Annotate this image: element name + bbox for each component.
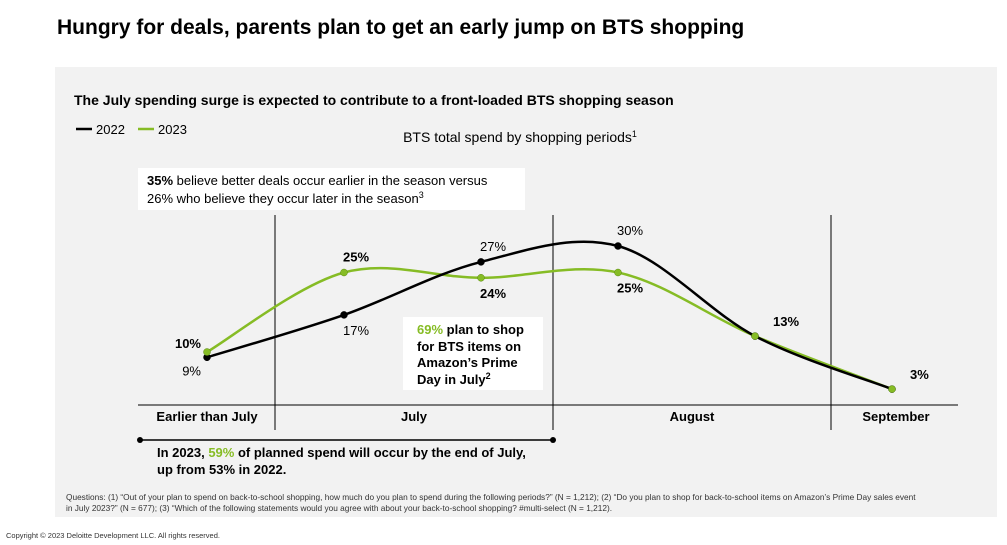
callout-text: 69% plan to shop for BTS items on Amazon… bbox=[417, 322, 528, 387]
subtitle: The July spending surge is expected to c… bbox=[74, 92, 674, 108]
period-label: Earlier than July bbox=[156, 409, 258, 424]
legend-label: 2022 bbox=[96, 122, 125, 137]
period-label: July bbox=[401, 409, 428, 424]
copyright: Copyright © 2023 Deloitte Development LL… bbox=[6, 531, 220, 540]
callout-box bbox=[138, 168, 525, 210]
footnote: in July 2023?” (N = 677); (3) “Which of … bbox=[66, 503, 612, 513]
series-line bbox=[206, 240, 893, 391]
point bbox=[477, 274, 485, 282]
data-label: 17% bbox=[343, 323, 369, 338]
data-label: 27% bbox=[480, 239, 506, 254]
point bbox=[614, 242, 622, 250]
data-label: 9% bbox=[182, 363, 201, 378]
point bbox=[340, 311, 348, 319]
callout-text: In 2023, 59% of planned spend will occur… bbox=[157, 445, 530, 477]
data-label: 3% bbox=[910, 367, 929, 382]
data-label: 24% bbox=[480, 286, 506, 301]
point bbox=[751, 332, 759, 340]
legend-label: 2023 bbox=[158, 122, 187, 137]
bracket-end bbox=[137, 437, 143, 443]
chart-title: BTS total spend by shopping periods1 bbox=[403, 129, 637, 145]
data-label: 25% bbox=[343, 250, 369, 265]
panel bbox=[55, 67, 997, 517]
point bbox=[203, 348, 211, 356]
period-label: September bbox=[862, 409, 929, 424]
period-label: August bbox=[670, 409, 715, 424]
data-label: 10% bbox=[175, 336, 201, 351]
point bbox=[888, 385, 896, 393]
footnote: Questions: (1) “Out of your plan to spen… bbox=[66, 492, 916, 502]
callout-box bbox=[403, 317, 543, 390]
data-label: 13% bbox=[773, 314, 799, 329]
point bbox=[477, 258, 485, 266]
callout-text: 35% believe better deals occur earlier i… bbox=[147, 173, 488, 188]
callout-text: 26% who believe they occur later in the … bbox=[147, 190, 424, 206]
bracket-end bbox=[550, 437, 556, 443]
point bbox=[340, 268, 348, 277]
title: Hungry for deals, parents plan to get an… bbox=[57, 16, 744, 39]
data-label: 25% bbox=[617, 281, 643, 296]
data-label: 30% bbox=[617, 223, 643, 238]
point bbox=[614, 268, 622, 277]
